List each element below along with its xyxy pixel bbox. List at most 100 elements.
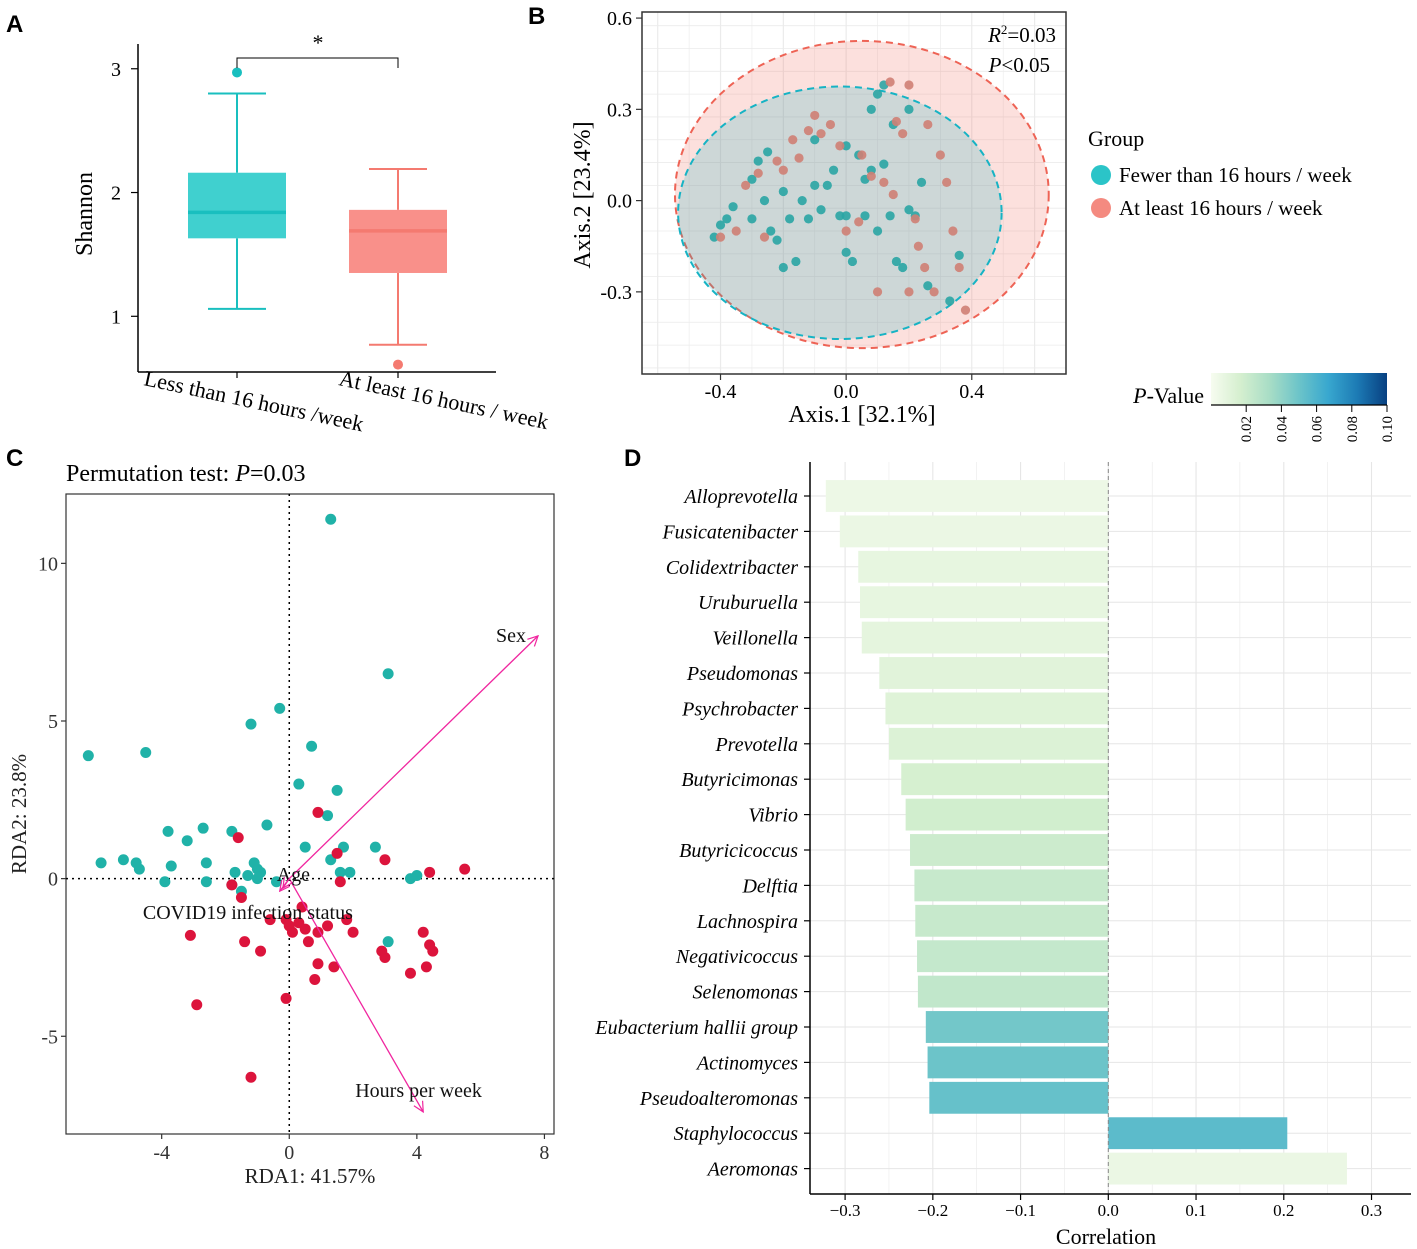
c-x-tick-label: 8 — [539, 1142, 549, 1164]
c-arrow — [283, 879, 289, 888]
c-point — [331, 847, 343, 859]
c-point — [306, 740, 318, 752]
d-bar — [888, 727, 1109, 760]
b-point — [872, 287, 883, 297]
b-point — [929, 287, 939, 297]
c-point — [328, 961, 340, 973]
d-bar — [860, 586, 1109, 619]
b-point — [810, 180, 820, 190]
c-point — [200, 876, 212, 888]
b-r2-stat: R2=0.03 — [987, 22, 1056, 47]
b-point — [791, 256, 801, 267]
d-y-tick-label: Staphylococcus — [674, 1123, 799, 1145]
c-point — [417, 926, 429, 938]
c-title: Permutation test: P=0.03 — [66, 461, 306, 487]
a-outlier — [232, 67, 242, 78]
b-x-axis-label: Axis.1 [32.1%] — [788, 402, 935, 428]
c-point — [117, 854, 129, 866]
panel-label-c: C — [6, 445, 23, 472]
d-bar — [927, 1046, 1109, 1079]
b-point — [860, 211, 870, 221]
c-point — [242, 869, 254, 881]
c-point — [159, 876, 171, 888]
c-point — [229, 866, 241, 878]
b-y-tick-label: 0.0 — [607, 191, 632, 213]
c-point — [382, 668, 394, 680]
c-point — [261, 819, 273, 831]
b-point — [797, 196, 807, 206]
b-point — [904, 104, 914, 114]
panel-label-a: A — [6, 11, 23, 38]
c-arrow-label: Age — [277, 864, 310, 886]
d-x-tick-label: 0.3 — [1361, 1201, 1382, 1220]
b-point — [741, 180, 751, 190]
b-point — [872, 226, 883, 236]
d-x-axis-label: Correlation — [1056, 1224, 1156, 1249]
c-point — [280, 992, 292, 1004]
c-point — [239, 936, 251, 948]
c-point — [286, 926, 298, 938]
b-y-tick-label: 0.3 — [607, 99, 632, 121]
c-point — [420, 961, 432, 973]
c-point — [334, 876, 346, 888]
b-point — [879, 159, 889, 169]
b-point — [759, 232, 770, 242]
b-point — [803, 126, 814, 136]
b-point — [778, 186, 788, 197]
c-point — [302, 936, 314, 948]
b-y-axis-label: Axis.2 [23.4%] — [570, 121, 596, 268]
d-bar — [858, 550, 1109, 583]
b-point — [715, 232, 726, 242]
b-y-tick-label: 0.6 — [607, 8, 632, 30]
a-y-tick-label: 2 — [111, 183, 121, 205]
b-point — [866, 171, 876, 181]
d-x-tick-label: −0.3 — [830, 1201, 861, 1220]
b-point — [913, 241, 923, 251]
c-point — [309, 974, 321, 986]
b-point — [753, 168, 763, 178]
d-y-tick-label: Veillonella — [712, 628, 798, 650]
b-point — [778, 262, 788, 273]
c-arrow — [288, 878, 423, 1112]
d-bar — [861, 621, 1109, 654]
b-point — [888, 189, 898, 200]
c-point — [251, 873, 263, 885]
c-point — [369, 841, 381, 853]
b-point — [891, 256, 902, 267]
c-point — [200, 857, 212, 869]
c-arrow — [288, 636, 538, 880]
c-point — [299, 841, 311, 853]
c-point — [312, 926, 324, 938]
a-box — [188, 172, 286, 239]
a-outlier — [393, 359, 403, 370]
b-legend-key — [1091, 165, 1111, 185]
b-point — [866, 104, 876, 114]
d-bar — [929, 1081, 1109, 1114]
b-legend-entry: At least 16 hours / week — [1119, 196, 1323, 220]
b-point — [715, 220, 726, 230]
b-point — [728, 202, 738, 212]
d-y-tick-label: Pseudoalteromonas — [639, 1088, 798, 1110]
a-significance-bracket — [236, 57, 399, 68]
b-x-tick-label: 0.4 — [959, 381, 984, 403]
d-y-tick-label: Eubacterium hallii group — [594, 1017, 798, 1039]
b-point — [778, 165, 788, 175]
b-x-tick-label: 0.0 — [834, 381, 859, 403]
d-y-tick-label: Vibrio — [748, 805, 798, 827]
c-point — [325, 513, 337, 525]
c-point — [331, 784, 343, 796]
b-point — [772, 156, 782, 166]
a-significance-star: * — [313, 30, 324, 55]
b-point — [923, 119, 933, 130]
d-bar — [901, 763, 1109, 796]
c-point — [226, 879, 238, 891]
b-point — [885, 77, 895, 87]
d-x-tick-label: 0.2 — [1273, 1201, 1294, 1220]
panel-label-d: D — [624, 445, 641, 472]
c-point — [334, 866, 346, 878]
c-y-tick-label: 0 — [48, 869, 58, 891]
b-point — [759, 196, 770, 206]
d-bar — [914, 869, 1109, 902]
c-y-axis-label: RDA2: 23.8% — [7, 754, 31, 874]
panel-label-b: B — [528, 3, 545, 30]
